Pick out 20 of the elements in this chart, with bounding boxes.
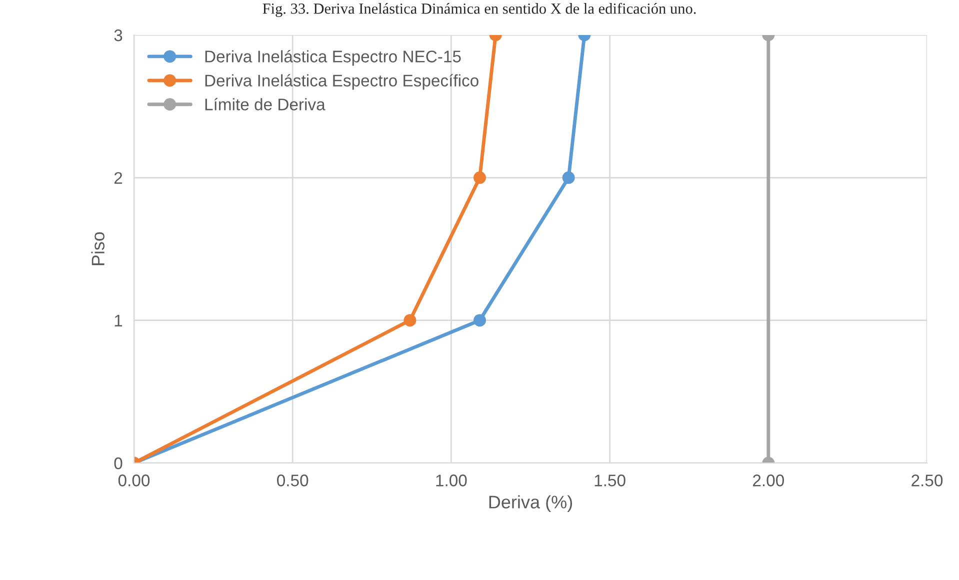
chart-title: Fig. 33. Deriva Inelástica Dinámica en sentido X de la edificación uno.	[262, 2, 696, 17]
x-tick-label: 2.00	[753, 474, 784, 486]
x-axis-title: Deriva (%)	[489, 495, 572, 512]
legend-label: Deriva Inelástica Espectro Específico	[205, 74, 478, 90]
point	[474, 314, 486, 327]
legend-label: Límite de Deriva	[205, 98, 326, 110]
legend-label: Deriva Inelástica Espectro NEC-15	[205, 50, 461, 66]
x-tick-label: 2.50	[912, 474, 943, 486]
point	[474, 171, 486, 184]
x-tick-label: 0.00	[118, 474, 150, 486]
point	[404, 314, 416, 327]
x-tick-label: 0.50	[277, 474, 308, 486]
x-tick-label: 1.50	[594, 474, 626, 486]
y-tick-label: 0	[114, 457, 122, 470]
y-tick-label: 3	[114, 29, 122, 42]
y-tick-label: 2	[114, 172, 122, 184]
point	[562, 171, 575, 184]
y-axis-title: Piso	[91, 232, 104, 266]
x-tick-label: 1.00	[436, 474, 467, 486]
y-tick-label: 1	[114, 314, 122, 326]
